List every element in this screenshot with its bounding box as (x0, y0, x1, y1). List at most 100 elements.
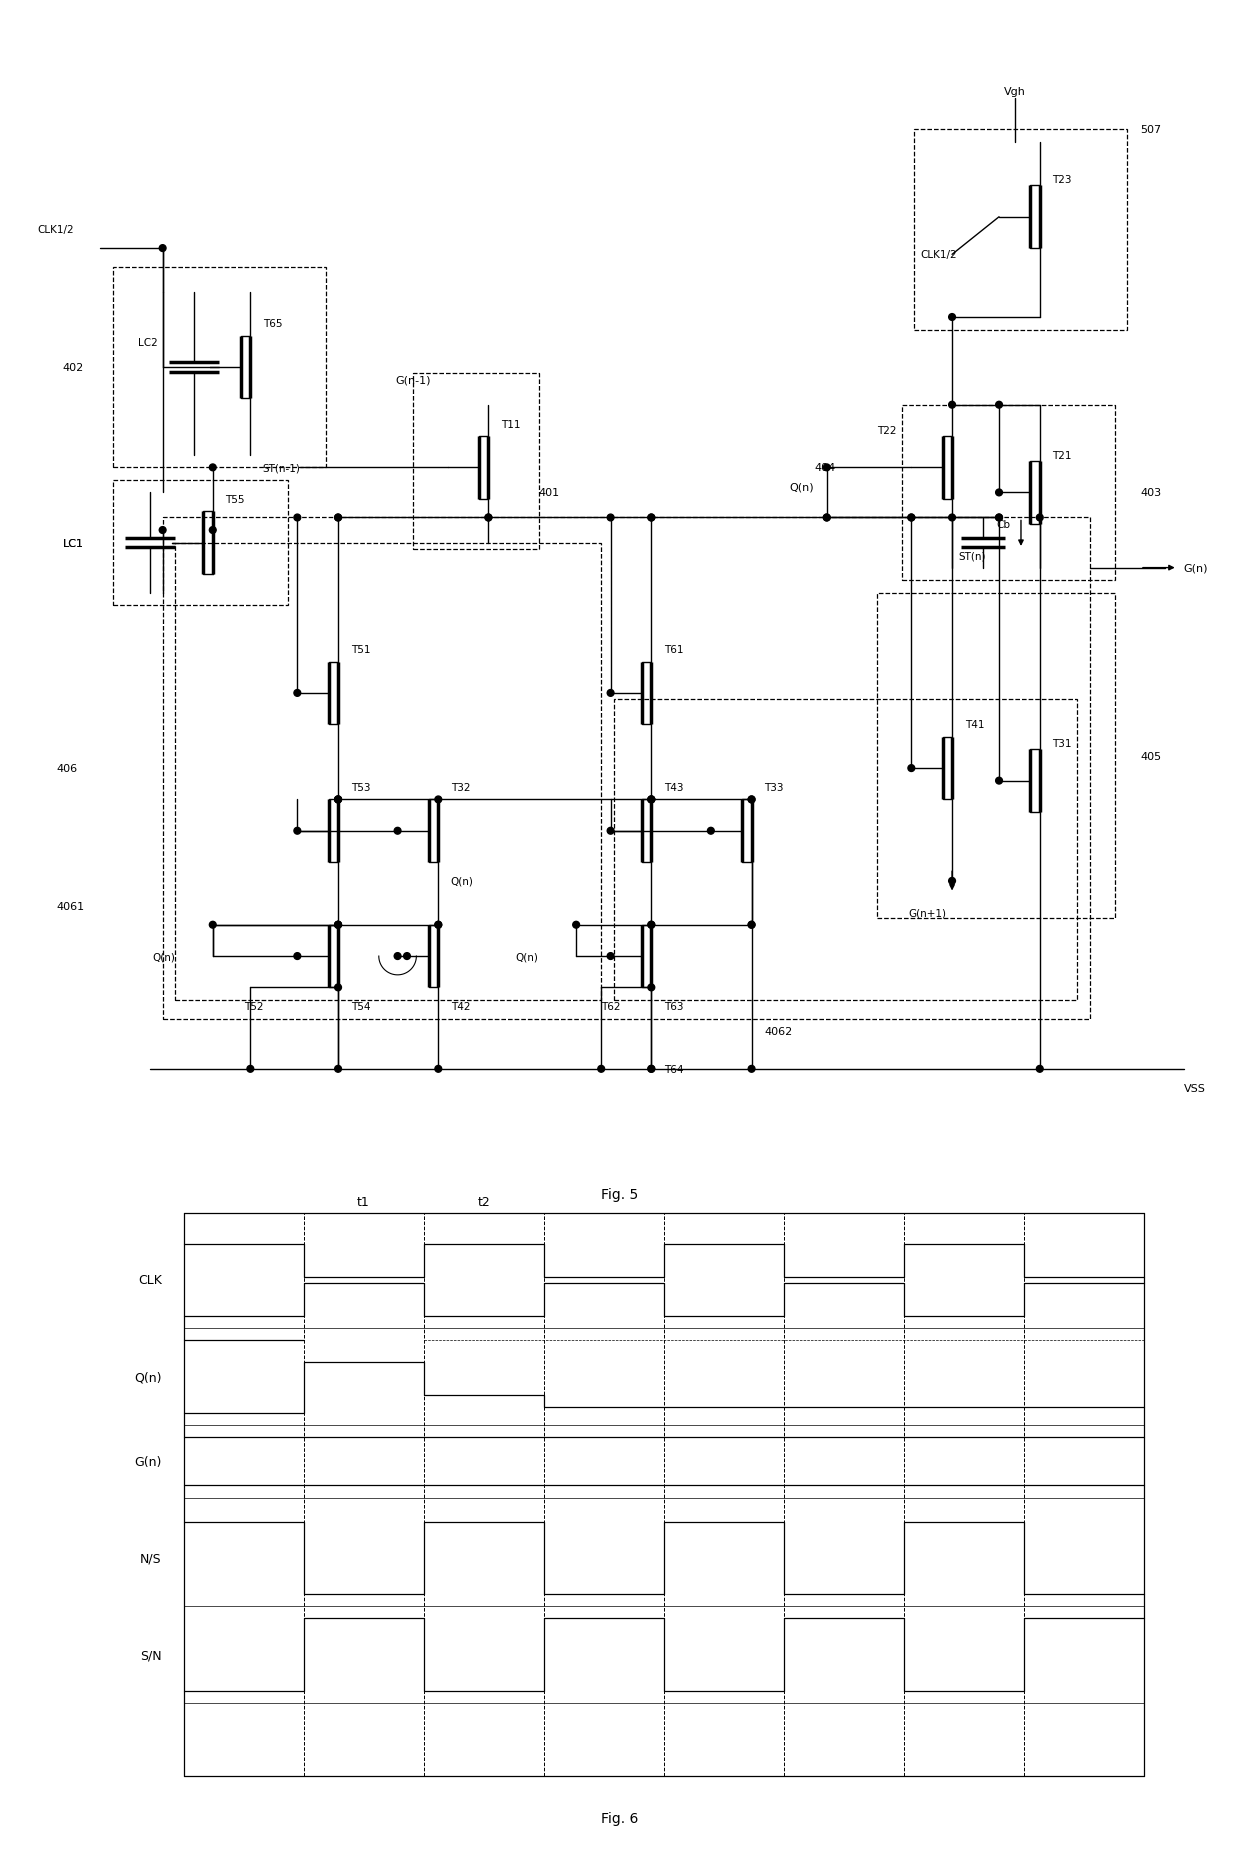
Text: T61: T61 (663, 645, 683, 654)
Circle shape (649, 1066, 655, 1072)
Circle shape (573, 923, 579, 928)
Circle shape (649, 514, 655, 522)
Bar (614, 699, 1078, 1001)
Text: CLK: CLK (138, 1273, 161, 1286)
Text: 403: 403 (1140, 488, 1161, 498)
Text: 4062: 4062 (764, 1027, 792, 1036)
Circle shape (649, 984, 655, 992)
Text: ST(n): ST(n) (959, 550, 986, 561)
Text: N/S: N/S (140, 1551, 161, 1564)
Text: 401: 401 (538, 488, 559, 498)
Text: Cb: Cb (996, 520, 1009, 529)
Text: T41: T41 (965, 720, 985, 731)
Text: T55: T55 (226, 494, 244, 505)
Text: T32: T32 (451, 783, 470, 792)
Circle shape (210, 464, 216, 472)
Circle shape (435, 923, 441, 928)
Text: Q(n): Q(n) (153, 951, 175, 962)
Text: 507: 507 (1140, 125, 1161, 134)
Text: T22: T22 (877, 425, 897, 436)
Circle shape (996, 777, 1002, 785)
Text: Q(n): Q(n) (790, 483, 815, 492)
Circle shape (485, 514, 492, 522)
Text: S/N: S/N (140, 1648, 161, 1661)
Circle shape (435, 923, 441, 928)
Circle shape (748, 923, 755, 928)
Circle shape (335, 1066, 341, 1072)
Circle shape (159, 246, 166, 252)
Circle shape (1037, 1066, 1043, 1072)
Text: Fig. 6: Fig. 6 (601, 1812, 639, 1825)
Circle shape (335, 923, 341, 928)
Text: LC1: LC1 (62, 539, 83, 548)
Text: T62: T62 (601, 1001, 621, 1012)
Text: T43: T43 (663, 783, 683, 792)
Circle shape (908, 514, 915, 522)
Circle shape (823, 464, 830, 472)
Bar (175, 542, 601, 1001)
Circle shape (908, 766, 915, 772)
Circle shape (608, 690, 614, 697)
Text: T51: T51 (351, 645, 370, 654)
Circle shape (748, 1066, 755, 1072)
Circle shape (608, 828, 614, 835)
Text: G(n-1): G(n-1) (396, 375, 432, 386)
Text: 4061: 4061 (56, 902, 84, 911)
Circle shape (210, 923, 216, 928)
Circle shape (335, 514, 341, 522)
Circle shape (649, 923, 655, 928)
Circle shape (294, 953, 301, 960)
Text: T33: T33 (764, 783, 784, 792)
Circle shape (335, 923, 341, 928)
Circle shape (908, 514, 915, 522)
Circle shape (403, 953, 410, 960)
Text: LC1: LC1 (62, 539, 83, 548)
Text: T42: T42 (451, 1001, 470, 1012)
Circle shape (996, 403, 1002, 408)
Circle shape (996, 490, 1002, 496)
Text: t1: t1 (357, 1195, 370, 1208)
Circle shape (823, 514, 830, 522)
Circle shape (708, 828, 714, 835)
Text: T11: T11 (501, 419, 521, 429)
Circle shape (748, 796, 755, 803)
Circle shape (996, 514, 1002, 522)
Text: 405: 405 (1140, 751, 1161, 761)
Circle shape (949, 315, 956, 321)
Circle shape (294, 690, 301, 697)
Circle shape (335, 796, 341, 803)
Circle shape (649, 1066, 655, 1072)
Circle shape (649, 796, 655, 803)
Text: ST(n-1): ST(n-1) (263, 462, 300, 473)
Text: T31: T31 (1053, 738, 1071, 749)
Circle shape (247, 1066, 254, 1072)
Circle shape (608, 514, 614, 522)
Text: 404: 404 (815, 462, 836, 473)
Circle shape (598, 1066, 605, 1072)
Circle shape (335, 923, 341, 928)
Bar (113, 268, 326, 468)
Circle shape (996, 514, 1002, 522)
Text: Fig. 5: Fig. 5 (601, 1187, 639, 1202)
Bar (901, 406, 1115, 582)
Bar (413, 375, 538, 550)
Circle shape (949, 878, 956, 885)
Circle shape (394, 828, 401, 835)
Text: T52: T52 (244, 1001, 264, 1012)
Text: t2: t2 (477, 1195, 490, 1208)
Circle shape (949, 514, 956, 522)
Circle shape (649, 796, 655, 803)
Circle shape (649, 796, 655, 803)
Circle shape (294, 514, 301, 522)
Text: Q(n): Q(n) (134, 1370, 161, 1383)
Circle shape (335, 796, 341, 803)
Text: T53: T53 (351, 783, 370, 792)
Circle shape (649, 514, 655, 522)
Text: CLK1/2: CLK1/2 (37, 226, 74, 235)
Text: T21: T21 (1053, 451, 1071, 460)
Circle shape (485, 514, 492, 522)
Circle shape (949, 403, 956, 408)
Text: T65: T65 (263, 319, 283, 330)
Text: CLK1/2: CLK1/2 (921, 250, 957, 261)
Text: T54: T54 (351, 1001, 370, 1012)
